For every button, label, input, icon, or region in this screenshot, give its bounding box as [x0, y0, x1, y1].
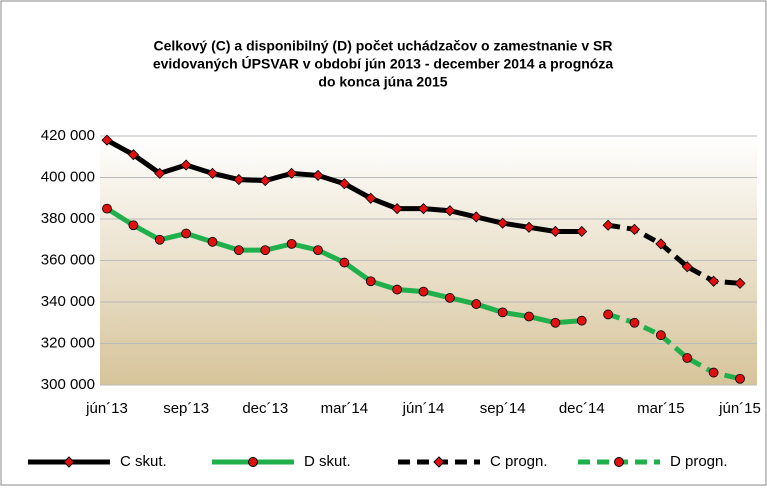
legend-marker — [63, 456, 75, 468]
marker — [655, 238, 667, 250]
legend-marker — [614, 457, 624, 467]
marker — [576, 315, 587, 326]
marker — [734, 277, 746, 289]
marker — [207, 236, 218, 247]
x-tick-label: mar´14 — [321, 400, 369, 417]
marker — [338, 178, 350, 190]
x-tick-label: jún´15 — [718, 400, 761, 417]
marker — [392, 284, 403, 295]
marker — [286, 238, 297, 249]
marker — [260, 245, 271, 256]
marker — [628, 223, 641, 235]
legend-label: C progn. — [490, 453, 548, 470]
x-tick-label: dec´14 — [559, 400, 605, 417]
y-tick-label: 360 000 — [41, 251, 95, 268]
marker — [313, 245, 323, 256]
marker — [102, 203, 112, 214]
chart-title: Celkový (C) a disponibilný (D) počet uch… — [154, 38, 613, 54]
legend-marker — [248, 457, 258, 467]
marker — [101, 134, 113, 146]
marker — [233, 174, 245, 186]
marker — [471, 299, 482, 309]
marker — [391, 203, 403, 215]
marker — [602, 219, 614, 231]
marker — [708, 367, 719, 378]
marker — [735, 373, 745, 384]
marker — [603, 309, 614, 320]
marker — [629, 317, 640, 328]
x-tick-label: jún´14 — [402, 400, 445, 417]
marker — [365, 192, 377, 204]
x-tick-label: mar´15 — [637, 400, 685, 417]
legend-label: D skut. — [304, 453, 351, 470]
y-tick-label: 380 000 — [41, 210, 95, 227]
y-tick-label: 320 000 — [41, 334, 95, 351]
chart-title: do konca júna 2015 — [318, 74, 447, 90]
marker — [128, 220, 139, 231]
marker — [312, 169, 324, 181]
marker — [180, 159, 192, 171]
y-tick-label: 300 000 — [41, 376, 95, 393]
marker — [655, 330, 666, 341]
marker — [154, 234, 165, 245]
y-tick-label: 340 000 — [41, 293, 95, 310]
marker — [523, 221, 535, 233]
marker — [286, 167, 298, 179]
x-tick-label: sep´13 — [163, 400, 209, 417]
legend-marker — [433, 456, 445, 468]
marker — [682, 353, 693, 363]
marker — [576, 225, 588, 238]
x-tick-label: dec´13 — [242, 400, 288, 417]
marker — [339, 257, 350, 268]
y-tick-label: 400 000 — [41, 168, 95, 185]
marker — [154, 167, 166, 179]
marker — [550, 317, 561, 328]
marker — [444, 205, 456, 217]
marker — [181, 228, 192, 239]
marker — [365, 276, 376, 287]
marker — [259, 175, 271, 187]
marker — [418, 286, 429, 297]
x-tick-label: sep´14 — [480, 400, 526, 417]
marker — [497, 217, 509, 229]
marker — [524, 311, 534, 322]
marker — [444, 292, 455, 303]
y-tick-label: 420 000 — [41, 127, 95, 144]
marker — [549, 225, 561, 238]
marker — [127, 149, 139, 161]
marker — [708, 275, 720, 287]
legend-label: C skut. — [120, 453, 167, 470]
x-tick-label: jún´13 — [85, 400, 128, 417]
marker — [497, 307, 508, 318]
chart-title: evidovaných ÚPSVAR v období jún 2013 - d… — [153, 55, 614, 72]
marker — [417, 203, 430, 215]
marker — [233, 245, 244, 256]
legend-label: D progn. — [670, 453, 728, 470]
marker — [470, 211, 482, 223]
marker — [206, 167, 219, 179]
marker — [681, 261, 693, 273]
